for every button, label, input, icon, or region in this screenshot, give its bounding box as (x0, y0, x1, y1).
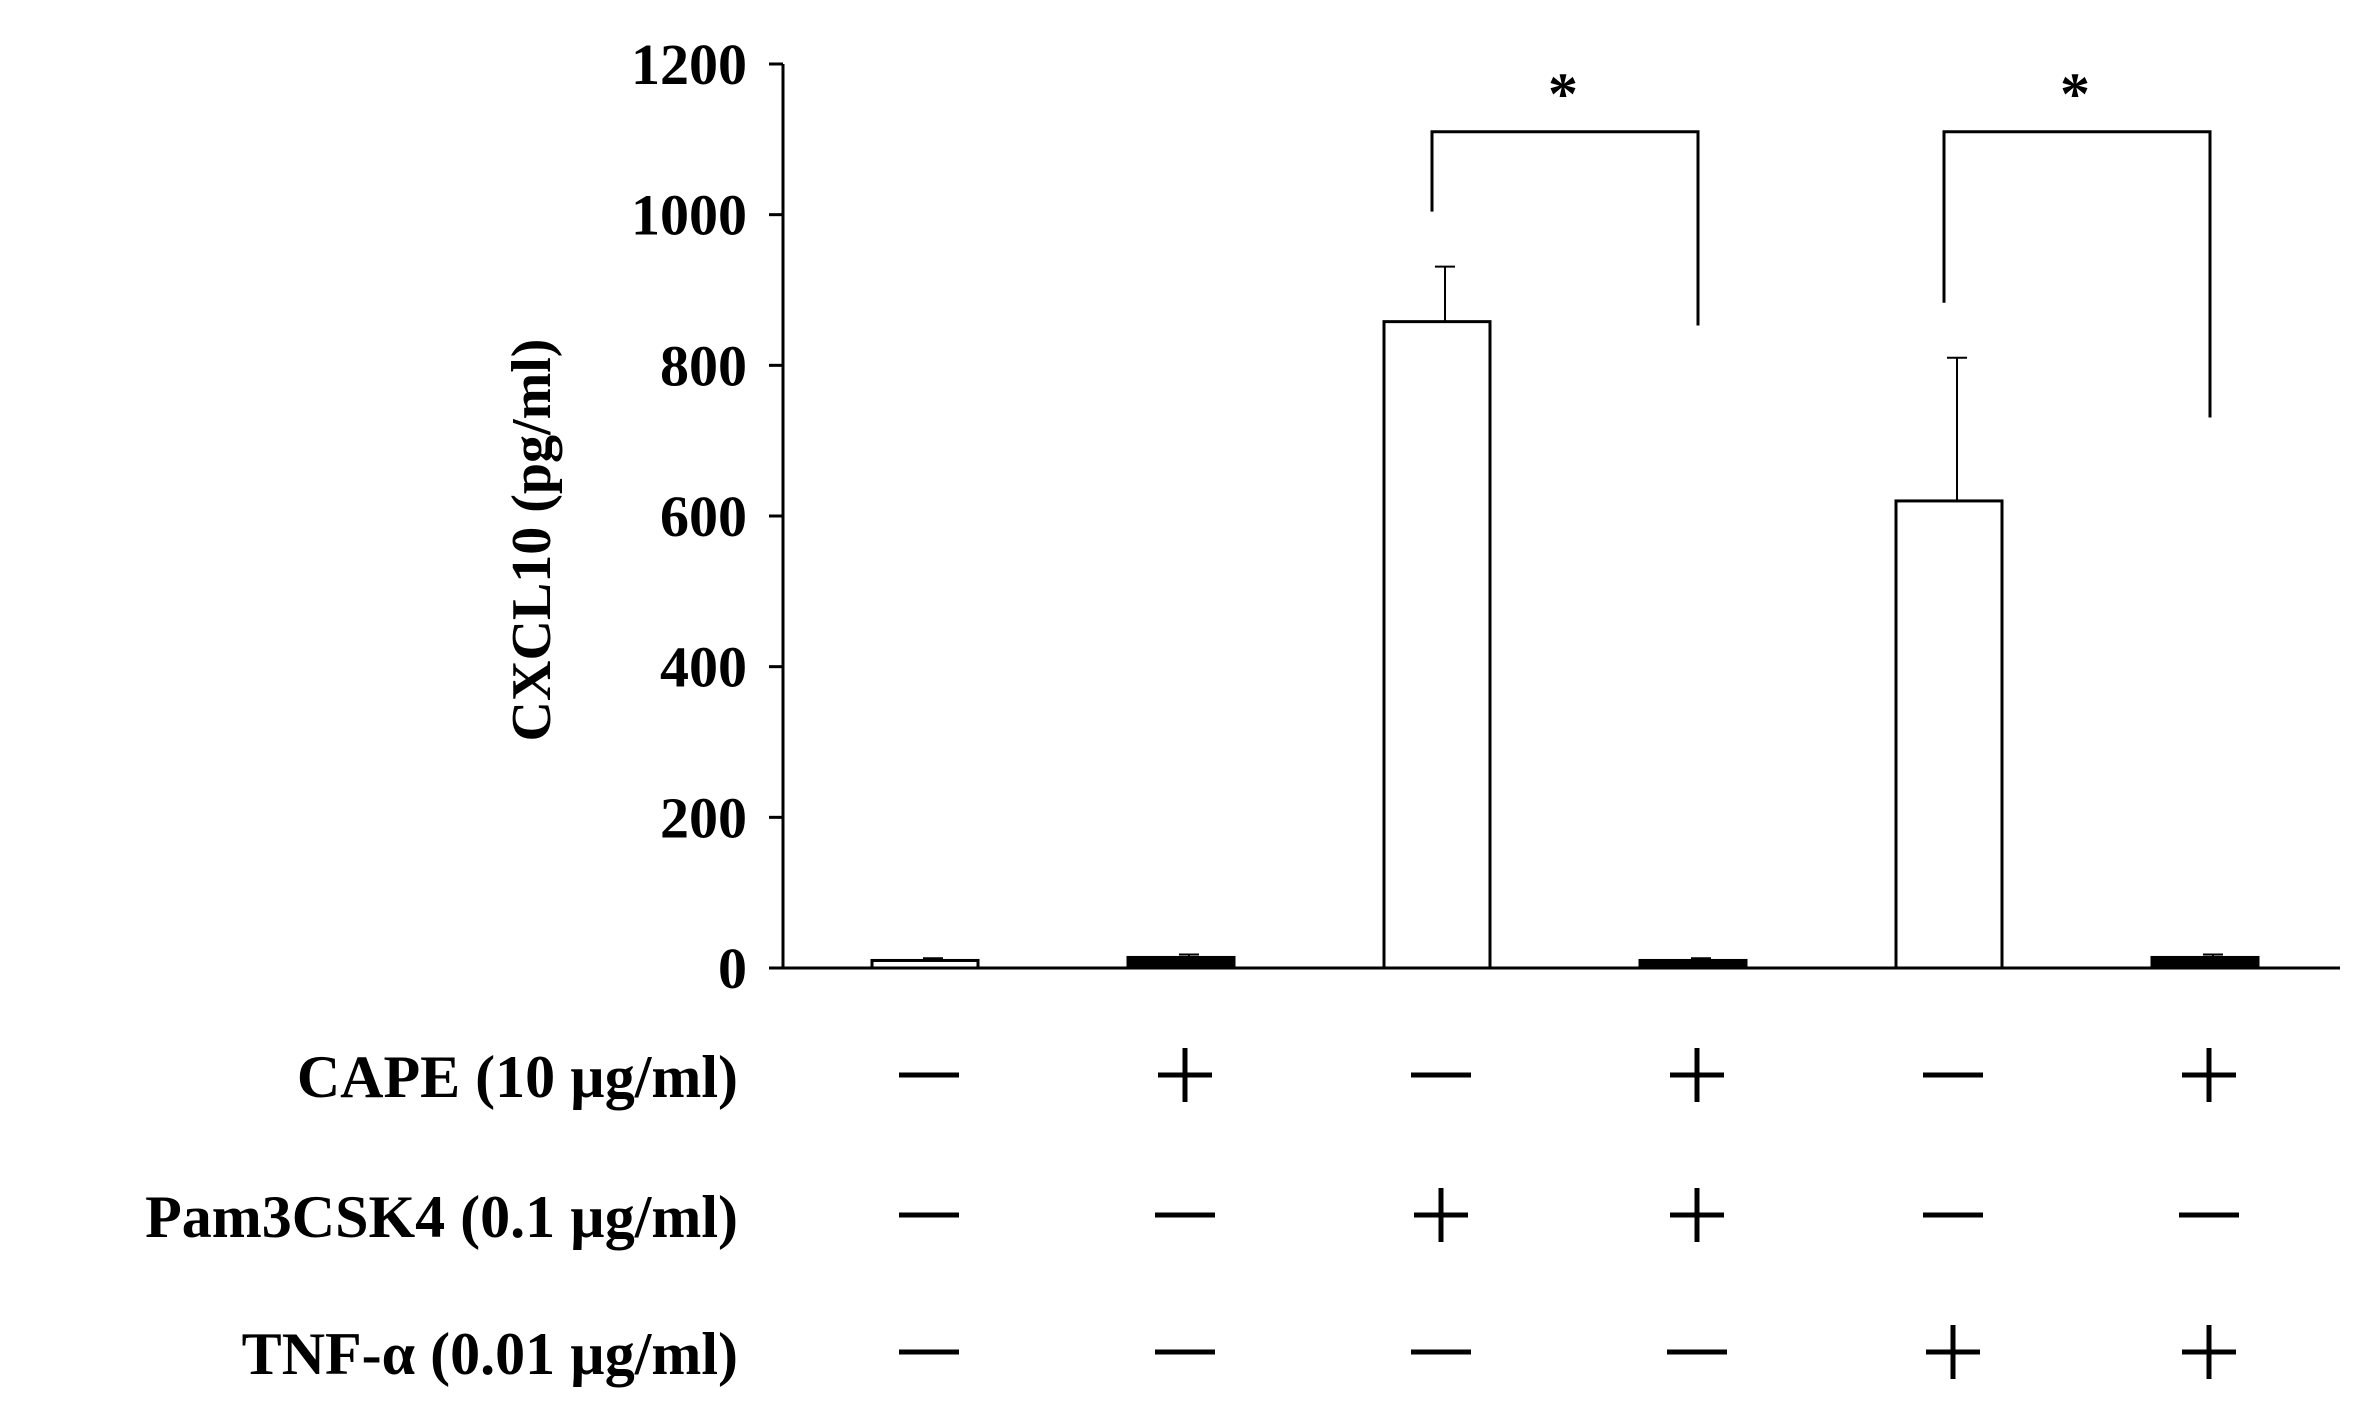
y-tick-label: 800 (660, 333, 747, 398)
y-ticks-group: 0 200 400 600 800 1000 1200 (631, 32, 783, 1001)
condition-label-1: CAPE (10 µg/ml) (297, 1044, 738, 1110)
bar-3 (1382, 320, 1492, 970)
significance-bracket-2 (1942, 130, 2212, 418)
bar-6 (2150, 955, 2260, 970)
significance-marker-1: * (1548, 61, 1578, 127)
bar-2 (1126, 955, 1236, 970)
condition-label-3: TNF-α (0.01 µg/ml) (242, 1321, 738, 1387)
axes-group (781, 64, 2340, 970)
y-tick-label: 200 (660, 785, 747, 850)
condition-label-2: Pam3CSK4 (0.1 µg/ml) (145, 1184, 738, 1250)
condition-table: CAPE (10 µg/ml) Pam3CSK4 (0.1 µg/ml) TNF-α… (145, 1044, 2239, 1387)
significance-group: * * (1430, 61, 2212, 418)
bar-5 (1894, 499, 2004, 970)
bars-group (870, 320, 2260, 970)
significance-marker-2: * (2060, 61, 2090, 127)
y-tick-label: 600 (660, 484, 747, 549)
y-tick-label: 1200 (631, 32, 747, 97)
y-tick-label: 400 (660, 635, 747, 700)
significance-bracket-1 (1430, 130, 1700, 326)
error-bars-group (923, 265, 2223, 961)
y-axis-title: CXCL10 (pg/ml) (501, 339, 563, 742)
y-tick-label: 0 (718, 936, 747, 1001)
y-tick-label: 1000 (631, 183, 747, 248)
